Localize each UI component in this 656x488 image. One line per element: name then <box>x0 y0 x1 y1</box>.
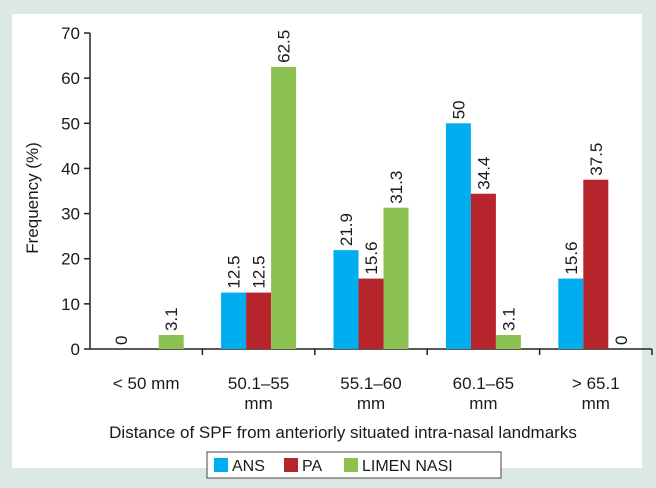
legend-swatch-limen-nasi <box>344 458 358 472</box>
x-tick-label-line: mm <box>582 394 610 413</box>
bar-limen-nasi <box>383 207 409 349</box>
data-label: 21.9 <box>337 213 356 246</box>
data-label: 3.1 <box>162 307 181 331</box>
x-tick-label-line: 55.1–60 <box>340 374 401 393</box>
x-tick-label: 50.1–55 mm <box>228 374 289 413</box>
y-tick-label: 30 <box>61 205 80 224</box>
data-label: 15.6 <box>362 241 381 274</box>
x-axis-title: Distance of SPF from anteriorly situated… <box>109 423 577 442</box>
y-tick-label: 20 <box>61 250 80 269</box>
y-tick-label: 10 <box>61 295 80 314</box>
x-tick-label: > 65.1 mm <box>572 374 620 413</box>
data-label: 62.5 <box>275 30 294 63</box>
bar-pa <box>583 179 609 349</box>
bar-pa <box>470 193 496 349</box>
legend-label-ans: ANS <box>232 458 265 475</box>
legend-swatch-ans <box>214 458 228 472</box>
data-label: 0 <box>612 336 631 345</box>
y-axis: 0 10 20 30 40 50 60 70 <box>61 24 91 359</box>
y-tick-label: 60 <box>61 69 80 88</box>
data-label: 15.6 <box>562 241 581 274</box>
data-label: 50 <box>449 100 468 119</box>
data-label: 12.5 <box>250 255 269 288</box>
data-label: 37.5 <box>587 143 606 176</box>
y-tick-label: 70 <box>61 24 80 43</box>
data-label: 34.4 <box>474 157 493 190</box>
y-tick-label: 40 <box>61 159 80 178</box>
x-tick-label: < 50 mm <box>113 374 180 393</box>
y-tick-label: 50 <box>61 114 80 133</box>
data-label: 31.3 <box>387 171 406 204</box>
bar-pa <box>246 292 272 349</box>
bars <box>158 66 609 350</box>
x-tick-label: 60.1–65 mm <box>453 374 514 413</box>
x-tick-label-line: 60.1–65 <box>453 374 514 393</box>
bar-ans <box>221 292 247 349</box>
data-labels: 0 3.1 12.5 12.5 62.5 21.9 15.6 31.3 50 34.4 3.1 15.… <box>112 30 631 345</box>
bar-limen-nasi <box>158 335 184 349</box>
legend-label-limen-nasi: LIMEN NASI <box>362 458 453 475</box>
x-tick-label-line: mm <box>357 394 385 413</box>
bar-pa <box>358 278 384 349</box>
y-tick-label: 0 <box>71 340 80 359</box>
data-label: 0 <box>112 336 131 345</box>
bar-ans <box>445 123 471 350</box>
x-tick-label: 55.1–60 mm <box>340 374 401 413</box>
bar-limen-nasi <box>271 66 297 349</box>
x-tick-label-line: 50.1–55 <box>228 374 289 393</box>
legend-swatch-pa <box>284 458 298 472</box>
x-tick-label-line: mm <box>244 394 272 413</box>
legend: ANS PA LIMEN NASI <box>206 451 502 479</box>
data-label: 12.5 <box>225 255 244 288</box>
legend-label-pa: PA <box>302 458 322 475</box>
x-tick-label-line: mm <box>469 394 497 413</box>
x-tick-label-line: < 50 mm <box>113 374 180 393</box>
plot-panel-background <box>12 14 642 468</box>
bar-ans <box>333 250 359 349</box>
data-label: 3.1 <box>499 307 518 331</box>
x-tick-label-line: > 65.1 <box>572 374 620 393</box>
y-axis-title: Frequency (%) <box>23 142 42 253</box>
bar-ans <box>558 278 584 349</box>
bar-limen-nasi <box>495 335 521 349</box>
